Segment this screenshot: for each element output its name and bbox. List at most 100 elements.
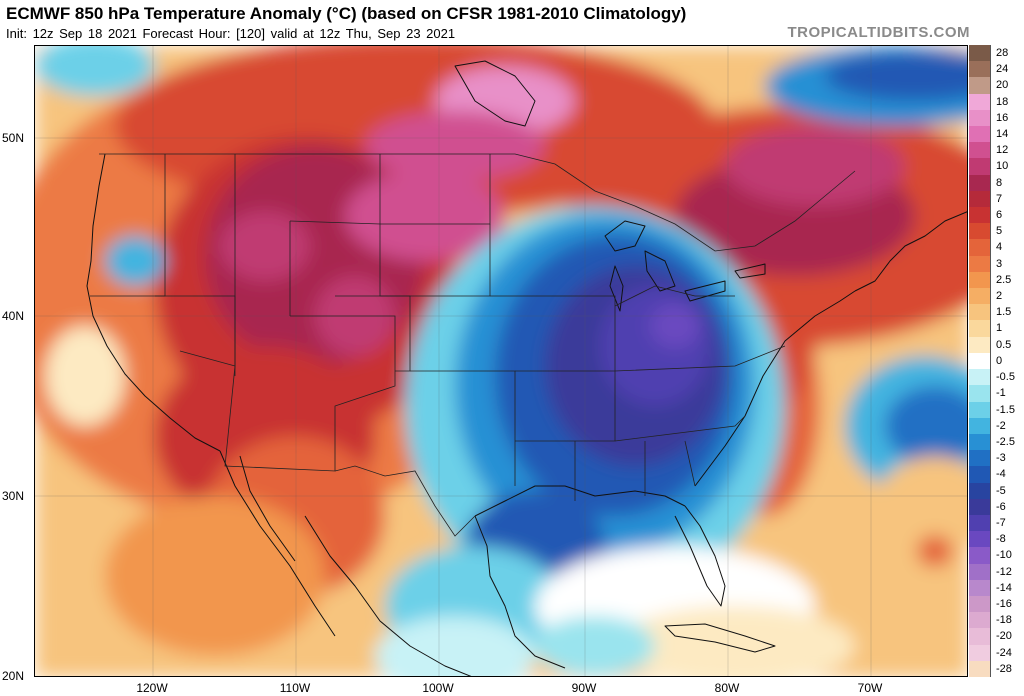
- colorbar-level: 6: [969, 207, 1024, 224]
- colorbar-label: 8: [996, 176, 1003, 189]
- colorbar-label: -16: [996, 597, 1012, 610]
- colorbar-label: 28: [996, 47, 1009, 59]
- lon-label-70w: 70W: [857, 681, 883, 695]
- colorbar-label: -24: [996, 646, 1012, 659]
- colorbar-label: 1.5: [996, 306, 1012, 319]
- colorbar-level: 16: [969, 109, 1024, 127]
- colorbar-swatch: [969, 417, 991, 434]
- colorbar-swatch: [969, 320, 991, 337]
- colorbar-label: -5: [996, 484, 1006, 497]
- colorbar-swatch: [969, 482, 991, 499]
- colorbar-label: 0: [996, 354, 1003, 367]
- colorbar-label: 24: [996, 63, 1009, 76]
- colorbar-label: -2: [996, 419, 1006, 432]
- colorbar-swatch: [969, 239, 991, 256]
- colorbar-level: -0.5: [969, 369, 1024, 386]
- colorbar-swatch: [969, 288, 991, 305]
- lon-label-80w: 80W: [714, 681, 740, 695]
- colorbar-label: -6: [996, 500, 1006, 513]
- colorbar-swatch: [969, 369, 991, 386]
- colorbar-swatch: [969, 498, 991, 515]
- colorbar-label: 2.5: [996, 273, 1012, 286]
- colorbar-level: -12: [969, 563, 1024, 580]
- colorbar-level: 0: [969, 352, 1024, 370]
- colorbar-swatch: [969, 401, 991, 418]
- colorbar-swatch: [969, 612, 991, 629]
- colorbar-label: -28: [996, 662, 1012, 675]
- colorbar-swatch: [969, 223, 991, 240]
- lat-label-20n: 20N: [2, 669, 25, 683]
- anomaly-field: [35, 46, 967, 676]
- forecast-subtitle: Init: 12z Sep 18 2021 Forecast Hour: [12…: [6, 26, 456, 41]
- political-borders: [90, 153, 856, 537]
- colorbar-label: -1: [996, 387, 1006, 400]
- colorbar-label: 20: [996, 79, 1009, 92]
- colorbar-label: -18: [996, 614, 1012, 627]
- colorbar-level: -18: [969, 612, 1024, 629]
- colorbar-label: -3: [996, 452, 1006, 465]
- colorbar-label: 4: [996, 241, 1003, 254]
- colorbar-swatch: [969, 579, 991, 596]
- colorbar-swatch: [969, 547, 991, 564]
- colorbar-swatch: [969, 174, 991, 191]
- colorbar-level: 2.5: [969, 271, 1024, 289]
- colorbar-label: -10: [996, 549, 1012, 562]
- colorbar-level: 8: [969, 174, 1024, 191]
- colorbar-label: 1: [996, 322, 1003, 335]
- colorbar-label: 14: [996, 128, 1009, 141]
- colorbar-label: 7: [996, 192, 1003, 205]
- lat-label-30n: 30N: [2, 489, 25, 503]
- colorbar-swatch: [969, 531, 991, 548]
- colorbar-level: -4: [969, 466, 1024, 483]
- colorbar-swatch: [969, 158, 991, 175]
- colorbar-level: -2.5: [969, 433, 1024, 451]
- colorbar-label: 6: [996, 209, 1003, 222]
- colorbar-swatch: [969, 644, 991, 661]
- colorbar-swatch: [969, 304, 991, 321]
- colorbar-swatch: [969, 77, 991, 94]
- colorbar-label: 3: [996, 257, 1003, 270]
- colorbar-level: 2: [969, 288, 1024, 305]
- colorbar-swatch: [969, 336, 991, 353]
- lon-label-110w: 110W: [279, 681, 311, 695]
- colorbar-swatch: [969, 563, 991, 580]
- colorbar-level: -1.5: [969, 401, 1024, 418]
- colorbar-legend: 28 24 20 18 16 14 12 10 8 7 6 5 4 3 2.5 2 1.5 1 0.5 0 -0.5 -1…: [969, 45, 1024, 677]
- colorbar-swatch: [969, 385, 991, 402]
- colorbar-level: -6: [969, 498, 1024, 515]
- graticule: [35, 46, 967, 676]
- colorbar-label: -4: [996, 468, 1006, 481]
- colorbar-swatch: [969, 190, 991, 208]
- colorbar-level: 12: [969, 142, 1024, 159]
- watermark: TROPICALTIDBITS.COM: [787, 24, 970, 41]
- colorbar-swatch: [969, 660, 991, 677]
- colorbar-swatch: [969, 628, 991, 645]
- colorbar-swatch: [969, 514, 991, 532]
- lat-label-40n: 40N: [2, 309, 25, 323]
- colorbar-level: -14: [969, 579, 1024, 596]
- colorbar-swatch: [969, 595, 991, 613]
- anomaly-map: [34, 45, 968, 677]
- colorbar-label: 16: [996, 111, 1009, 124]
- colorbar-label: -8: [996, 533, 1006, 546]
- colorbar-swatch: [969, 352, 991, 370]
- colorbar-label: -14: [996, 581, 1012, 594]
- colorbar-level: 28: [969, 45, 1024, 62]
- colorbar-level: -5: [969, 482, 1024, 499]
- colorbar-swatch: [969, 45, 991, 62]
- colorbar-level: 4: [969, 239, 1024, 256]
- colorbar-level: 0.5: [969, 336, 1024, 353]
- lon-label-120w: 120W: [136, 681, 168, 695]
- colorbar-swatch: [969, 142, 991, 159]
- colorbar-level: -24: [969, 644, 1024, 661]
- colorbar-level: -2: [969, 417, 1024, 434]
- colorbar-swatch: [969, 450, 991, 467]
- colorbar-swatch: [969, 61, 991, 78]
- colorbar-swatch: [969, 255, 991, 272]
- colorbar-level: 1: [969, 320, 1024, 337]
- colorbar-label: -7: [996, 516, 1006, 529]
- colorbar-level: -20: [969, 628, 1024, 645]
- colorbar-swatch: [969, 433, 991, 451]
- colorbar-swatch: [969, 109, 991, 127]
- colorbar-level: -8: [969, 531, 1024, 548]
